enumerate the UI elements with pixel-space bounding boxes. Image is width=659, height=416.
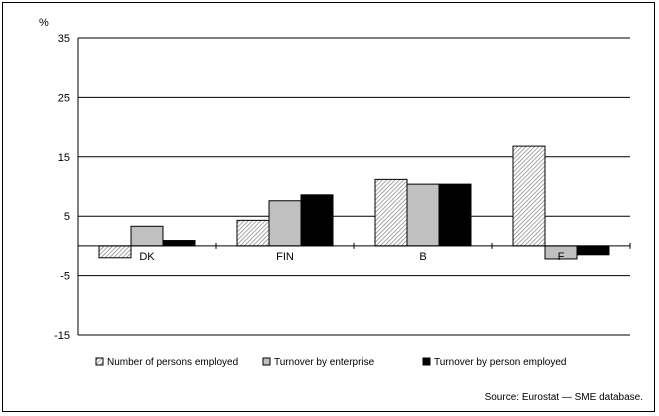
bar-b-series-3 (438, 183, 472, 247)
y-tick-label: 35 (58, 33, 70, 45)
legend-label: Turnover by person employed (434, 357, 566, 368)
bar-fin-series-2 (268, 200, 302, 247)
bars (98, 145, 610, 260)
bar-b-series-2 (406, 183, 440, 247)
y-tick-label: 5 (64, 211, 70, 223)
gridlines (78, 37, 630, 336)
category-label: F (558, 251, 565, 263)
legend-swatch (95, 357, 104, 366)
legend: Number of persons employed Turnover by en… (95, 357, 566, 368)
y-tick-label: 25 (58, 92, 70, 104)
bar-fin-series-1 (236, 219, 270, 247)
chart-frame: 35 25 15 5 -5 -15% DK FIN B F Number of persons e… (2, 2, 655, 412)
source-note: Source: Eurostat — SME database. (485, 392, 643, 403)
bar-f-series-3 (576, 245, 610, 256)
bar-f-series-1 (512, 145, 546, 247)
category-label: B (419, 251, 426, 263)
axis-labels: 35 25 15 5 -5 -15% DK FIN B F (39, 17, 565, 342)
legend-swatch (262, 357, 271, 366)
category-label: FIN (276, 251, 294, 263)
legend-label: Turnover by enterprise (274, 357, 375, 368)
y-tick-label: -15 (54, 330, 70, 342)
legend-label: Number of persons employed (107, 357, 238, 368)
category-label: DK (139, 251, 155, 263)
y-tick-label: 15 (58, 152, 70, 164)
legend-swatch (422, 357, 431, 366)
y-axis-label: % (39, 17, 49, 29)
bar-dk-series-1 (98, 245, 132, 259)
bar-b-series-1 (374, 178, 408, 247)
bar-dk-series-3 (162, 240, 196, 247)
bar-dk-series-2 (130, 225, 164, 247)
bar-chart: 35 25 15 5 -5 -15% DK FIN B F Number of persons e… (39, 17, 643, 403)
y-tick-label: -5 (60, 271, 70, 283)
bar-fin-series-3 (300, 194, 334, 247)
axes (77, 38, 631, 335)
